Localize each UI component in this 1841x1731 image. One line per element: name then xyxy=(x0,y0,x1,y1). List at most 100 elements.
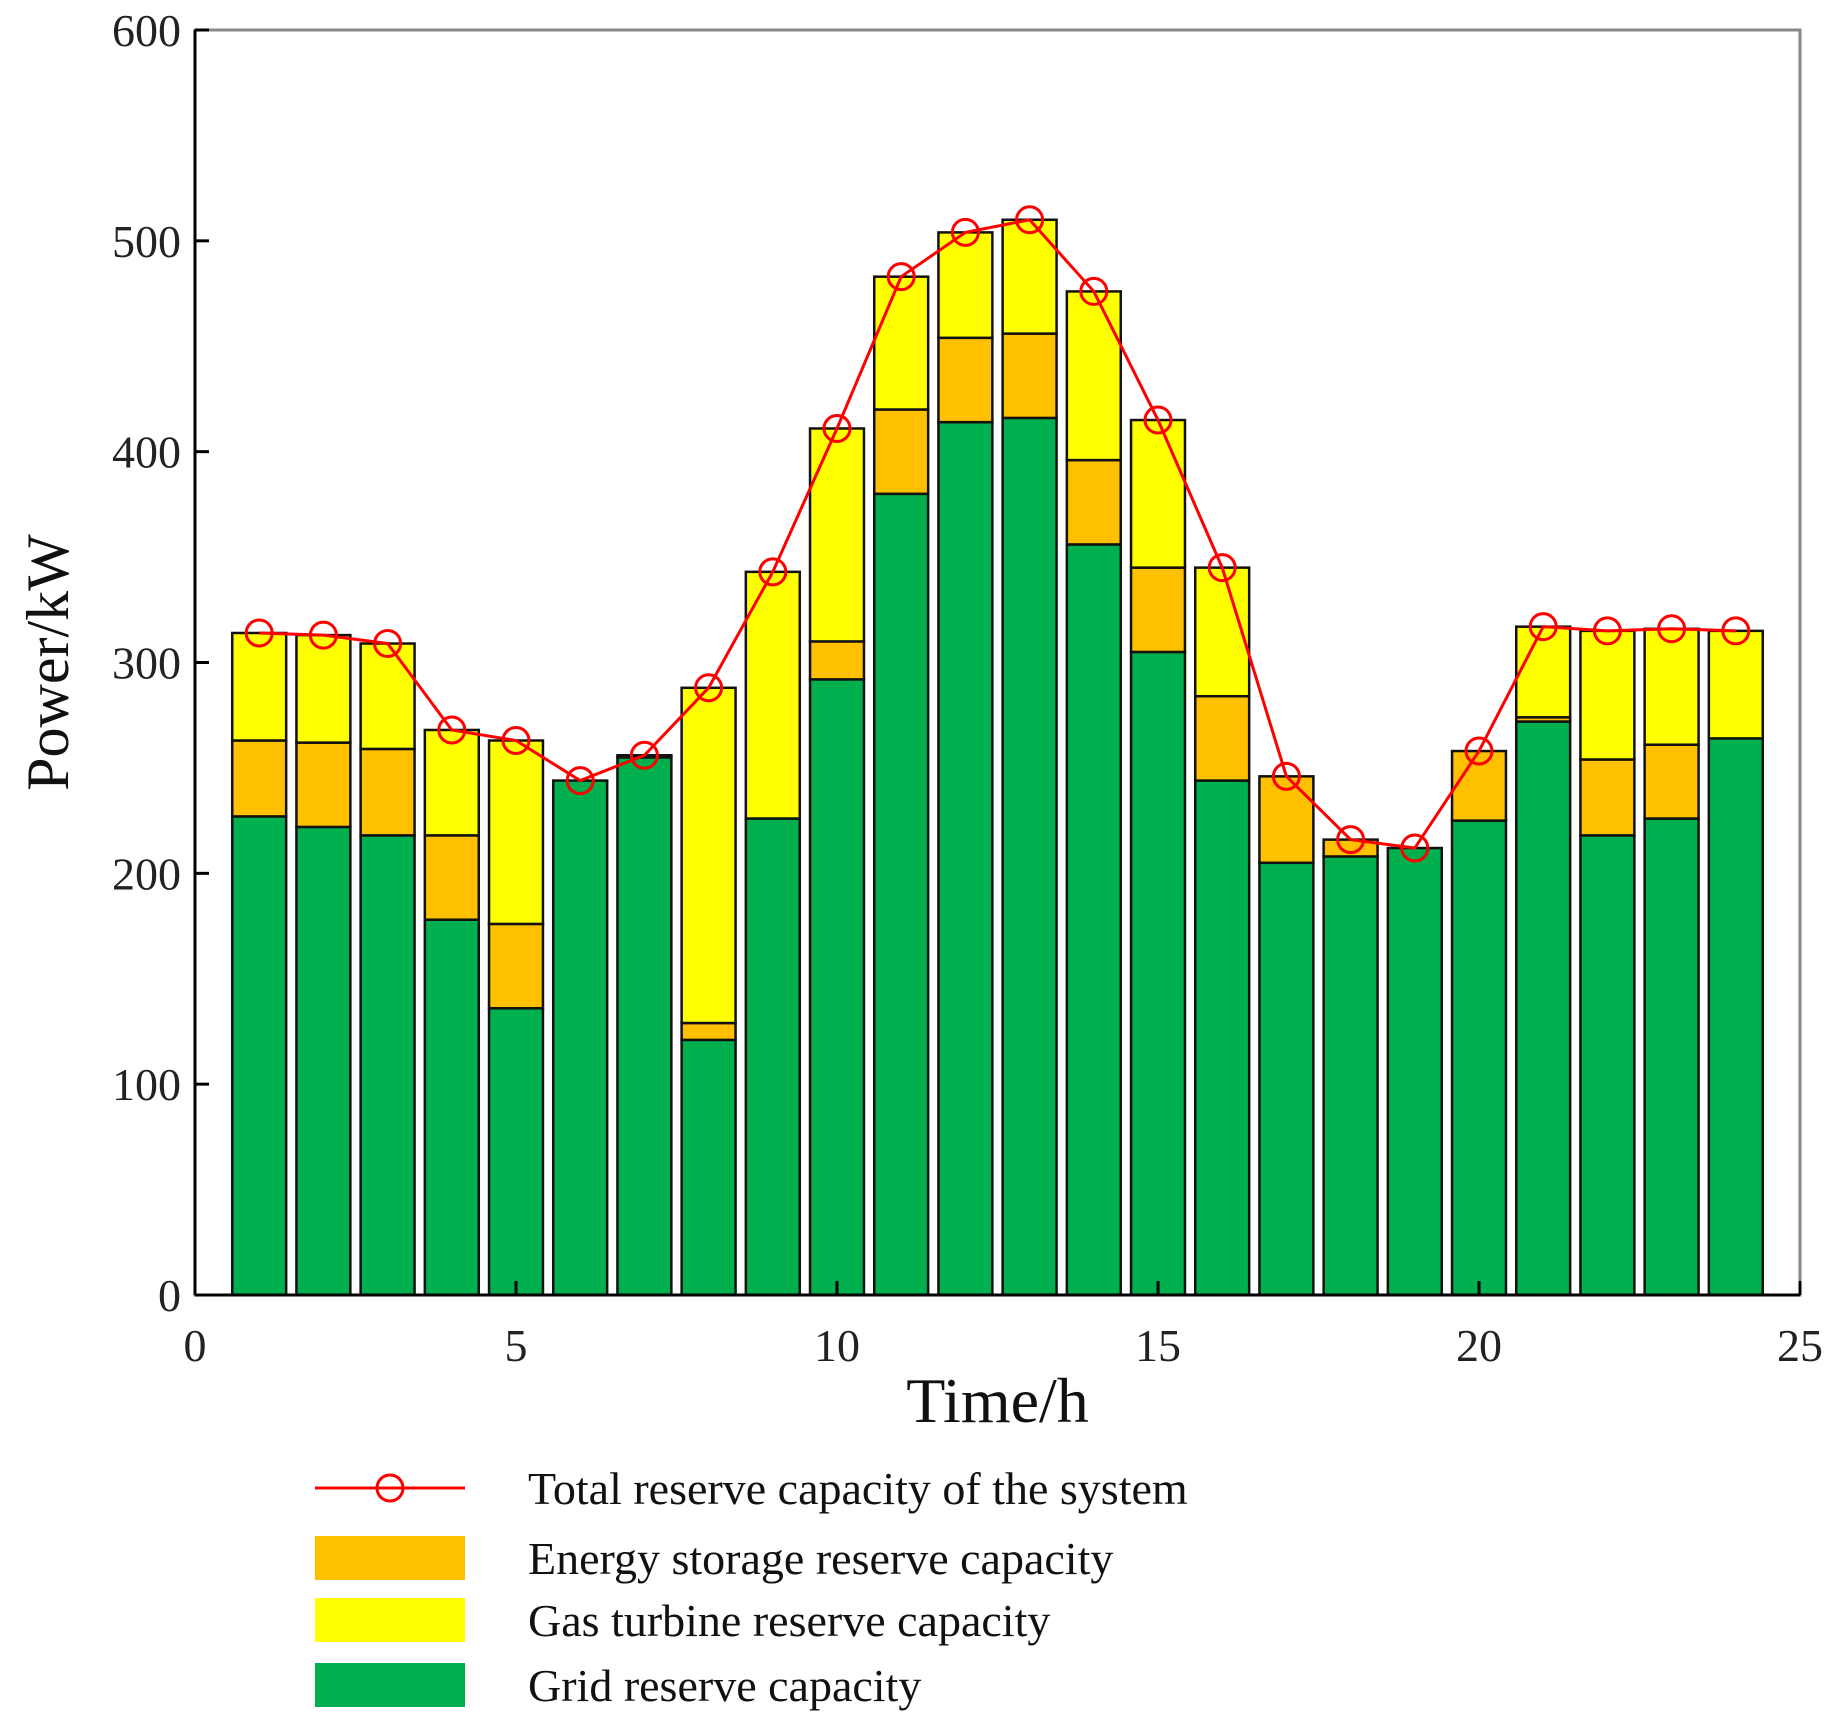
total-reserve-point xyxy=(244,618,274,648)
total-reserve-point xyxy=(1721,616,1751,646)
total-reserve-point xyxy=(1015,205,1045,235)
bar-segment xyxy=(1065,543,1123,1297)
total-reserve-point xyxy=(1079,276,1109,306)
bar-segment xyxy=(1129,418,1187,569)
legend-label: Energy storage reserve capacity xyxy=(528,1533,1113,1584)
bar-segment xyxy=(423,918,481,1297)
bar-segment xyxy=(1579,758,1636,837)
bar-segment xyxy=(1579,834,1636,1297)
bar-segment xyxy=(1386,846,1444,1297)
bar-segment xyxy=(1001,218,1058,335)
legend-patch xyxy=(315,1663,465,1707)
bar-segment xyxy=(680,686,737,1025)
legend-label: Total reserve capacity of the system xyxy=(528,1463,1188,1514)
total-reserve-point xyxy=(1592,616,1622,646)
bar-segment xyxy=(872,408,930,496)
bar-segment xyxy=(1193,694,1251,782)
bar-segment xyxy=(295,825,352,1297)
total-reserve-point xyxy=(629,740,659,770)
total-reserve-point xyxy=(822,413,852,443)
bar-segment xyxy=(295,633,352,744)
total-reserve-point xyxy=(694,673,724,703)
y-tick-label: 500 xyxy=(112,216,181,267)
y-tick-label: 0 xyxy=(158,1270,181,1321)
total-reserve-line-group xyxy=(244,205,1751,863)
total-reserve-point xyxy=(1657,614,1687,644)
y-tick-label: 600 xyxy=(112,5,181,56)
x-tick-label: 20 xyxy=(1456,1320,1502,1371)
total-reserve-line xyxy=(259,218,1736,850)
legend-patch xyxy=(315,1536,465,1580)
bar-segment xyxy=(680,1021,737,1042)
stacked-bars xyxy=(230,218,1765,1297)
bar-segment xyxy=(1258,861,1315,1297)
bar-segment xyxy=(1129,566,1187,654)
x-tick-label: 5 xyxy=(505,1320,528,1371)
bar-segment xyxy=(230,815,288,1297)
x-tick-label: 25 xyxy=(1777,1320,1823,1371)
bar-segment xyxy=(230,739,288,818)
bar-segment xyxy=(359,747,416,837)
legend-marker xyxy=(375,1473,405,1503)
total-reserve-point xyxy=(950,217,980,247)
bar-segment xyxy=(359,834,416,1297)
total-reserve-point xyxy=(565,766,595,796)
bar-segment xyxy=(487,1007,545,1297)
bar-segment xyxy=(1450,749,1508,822)
bar-segment xyxy=(1643,743,1700,820)
total-reserve-point xyxy=(1464,736,1494,766)
bar-segment xyxy=(937,420,994,1297)
bar-segment xyxy=(1514,720,1572,1297)
bar-segment xyxy=(744,570,802,820)
total-reserve-point xyxy=(308,620,338,650)
bar-segment xyxy=(937,336,994,424)
bar-segment xyxy=(423,834,481,921)
total-reserve-point xyxy=(373,629,403,659)
total-reserve-point xyxy=(501,726,531,756)
bar-segment xyxy=(1450,819,1508,1297)
y-tick-label: 300 xyxy=(112,638,181,689)
x-tick-label: 10 xyxy=(814,1320,860,1371)
legend-label: Grid reserve capacity xyxy=(528,1660,921,1711)
axes: 0 5 10 15 20 25 0 100 200 300 400 500 600 xyxy=(112,5,1823,1371)
total-reserve-point xyxy=(1143,405,1173,435)
bar-segment xyxy=(1322,855,1379,1297)
bar-segment xyxy=(1643,817,1700,1297)
total-reserve-point xyxy=(1400,833,1430,863)
bar-segment xyxy=(808,427,866,643)
bar-segment xyxy=(1001,416,1058,1297)
y-tick-label: 100 xyxy=(112,1059,181,1110)
bar-segment xyxy=(1065,458,1123,546)
bar-segment xyxy=(1579,629,1636,761)
bar-segment xyxy=(744,817,802,1297)
bar-segment xyxy=(937,231,994,340)
bar-segment xyxy=(1001,332,1058,420)
bar-segment xyxy=(1065,290,1123,462)
x-axis-title: Time/h xyxy=(906,1365,1089,1436)
bar-segment xyxy=(487,739,545,926)
total-reserve-point xyxy=(1528,612,1558,642)
bar-segment xyxy=(295,741,352,829)
bar-segment xyxy=(423,728,481,837)
y-axis-title: Power/kW xyxy=(15,534,81,791)
bar-segment xyxy=(1193,779,1251,1297)
bar-segment xyxy=(808,678,866,1297)
bar-segment xyxy=(1643,627,1700,746)
bar-segment xyxy=(551,779,609,1297)
legend-label: Gas turbine reserve capacity xyxy=(528,1595,1050,1646)
bar-segment xyxy=(872,275,930,411)
bar-segment xyxy=(1129,650,1187,1297)
total-reserve-point xyxy=(1271,761,1301,791)
y-tick-label: 200 xyxy=(112,848,181,899)
total-reserve-point xyxy=(1207,553,1237,583)
bar-segment xyxy=(1707,737,1765,1297)
x-tick-label: 0 xyxy=(184,1320,207,1371)
y-tick-label: 400 xyxy=(112,427,181,478)
legend-patch xyxy=(315,1598,465,1642)
bar-segment xyxy=(808,640,866,681)
total-reserve-point xyxy=(886,262,916,292)
total-reserve-point xyxy=(437,715,467,745)
bar-segment xyxy=(1707,629,1765,740)
total-reserve-point xyxy=(758,557,788,587)
